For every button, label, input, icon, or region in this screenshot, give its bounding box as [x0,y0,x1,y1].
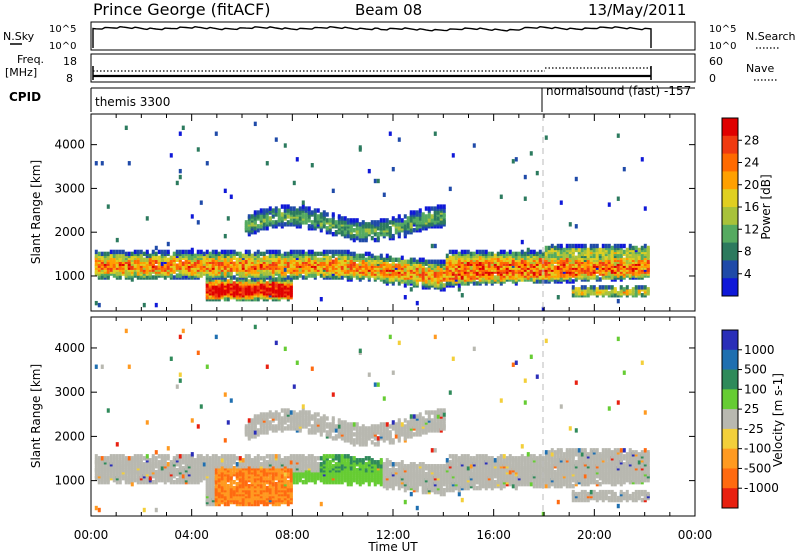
colorbar-tick-label: -100 [744,442,771,456]
nave-trace [93,67,651,72]
nave-tick-bottom: 0 [709,72,716,85]
x-tick-label: 12:00 [376,528,411,542]
frequency-panel: Freq. [MHz] 18 8 60 0 Nave [5,53,778,85]
noise-sky-label: N.Sky [3,30,35,43]
colorbar-tick-label: 12 [744,222,759,236]
time-axis-label: Time UT [367,540,418,554]
nave-tick-top: 60 [709,55,723,68]
velocity-data-cells [94,324,650,517]
power-colorbar-label: Power [dB] [759,174,773,239]
freq-tick-top: 18 [63,55,77,68]
x-tick-label: 16:00 [476,528,511,542]
velocity-colorbar: 1000 500 100 25 -25 -100 -500 -1000 Velocity [m… [721,329,785,509]
noise-sky-trace [92,25,652,48]
colorbar-tick-label: 24 [744,156,759,170]
colorbar-tick-label: 25 [744,402,759,416]
velocity-panel: 1000 2000 3000 4000 00:00 04:00 08:00 12:00 16:… [29,316,713,554]
colorbar-tick-label: 4 [744,267,752,281]
colorbar-tick-label: -500 [744,461,771,475]
y-tick-label: 4000 [54,138,85,152]
cpid-segment-1: themis 3300 [95,95,170,109]
colorbar-tick-label: 1000 [744,343,775,357]
colorbar-tick-label: 28 [744,133,759,147]
freq-tick-bottom: 8 [66,72,73,85]
noise-right-tick-bottom: 10^0 [709,41,736,52]
colorbar-tick-label: -1000 [744,481,779,495]
colorbar-tick-label: 500 [744,363,767,377]
y-tick-label: 2000 [54,429,85,443]
noise-panel: N.Sky 10^5 10^0 10^5 10^0 N.Search [3,21,796,52]
colorbar-tick-label: 20 [744,178,759,192]
noise-left-tick-bottom: 10^0 [49,41,76,52]
cpid-panel: CPID themis 3300 normalsound (fast) -157 [9,84,695,112]
station-title: Prince George (fitACF) [93,0,271,19]
noise-right-tick-top: 10^5 [709,24,736,35]
power-colorbar: 4 8 12 16 20 24 28 Power [dB] [721,117,773,297]
power-data-cells [94,121,650,312]
freq-label: Freq. [17,53,44,66]
noise-search-label: N.Search [746,30,796,43]
colorbar-tick-label: 8 [744,245,752,259]
noise-left-tick-top: 10^5 [49,24,76,35]
nave-label: Nave [746,62,774,75]
cpid-label: CPID [9,90,41,104]
x-tick-label: 00:00 [678,528,713,542]
y-tick-label: 2000 [54,225,85,239]
power-panel: 1000 2000 3000 4000 Slant Range [km] [29,113,696,312]
y-tick-label: 4000 [54,341,85,355]
x-tick-label: 04:00 [174,528,209,542]
y-tick-label: 1000 [54,269,85,283]
colorbar-tick-label: 16 [744,200,759,214]
colorbar-tick-label: -25 [744,422,764,436]
velocity-y-axis-label: Slant Range [km] [29,364,43,468]
colorbar-tick-label: 100 [744,382,767,396]
cpid-segment-2: normalsound (fast) -157 [546,84,691,98]
x-tick-label: 08:00 [275,528,310,542]
freq-unit: [MHz] [5,66,37,79]
y-tick-label: 3000 [54,385,85,399]
date-title: 13/May/2011 [588,1,686,19]
y-tick-label: 3000 [54,181,85,195]
y-tick-label: 1000 [54,474,85,488]
x-tick-label: 00:00 [74,528,109,542]
power-y-axis-label: Slant Range [km] [29,160,43,264]
x-tick-label: 20:00 [577,528,612,542]
velocity-colorbar-label: Velocity [m s-1] [771,373,785,467]
beam-title: Beam 08 [355,1,422,19]
